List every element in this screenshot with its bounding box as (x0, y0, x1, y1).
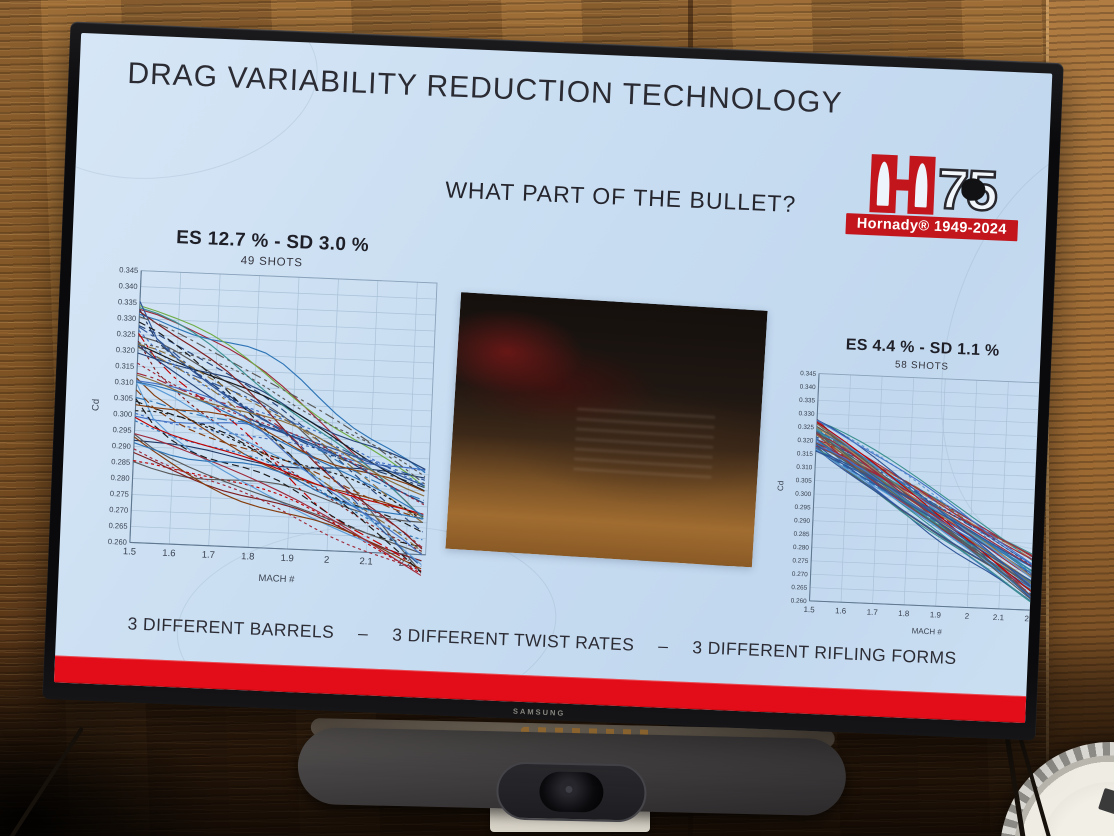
svg-text:2.2: 2.2 (1024, 614, 1036, 623)
svg-text:0.265: 0.265 (108, 521, 127, 531)
svg-text:0.295: 0.295 (112, 425, 131, 435)
logo-mark: 75 (846, 149, 1020, 224)
svg-text:1.5: 1.5 (123, 546, 137, 558)
svg-text:2.1: 2.1 (359, 556, 373, 568)
presentation-slide: DRAG VARIABILITY REDUCTION TECHNOLOGY WH… (53, 32, 1053, 724)
photo-blurred-text (573, 407, 715, 483)
svg-text:0.275: 0.275 (792, 557, 809, 565)
svg-text:1.7: 1.7 (867, 608, 879, 617)
svg-text:0.340: 0.340 (118, 281, 137, 291)
svg-text:MACH #: MACH # (911, 626, 942, 636)
wall-shadow-left (0, 690, 240, 836)
svg-text:1.5: 1.5 (803, 605, 815, 614)
bullet-photo (445, 292, 768, 568)
lens-highlight (565, 785, 573, 793)
svg-text:Cd: Cd (776, 481, 785, 492)
svg-text:0.295: 0.295 (794, 504, 811, 512)
svg-text:0.335: 0.335 (118, 297, 137, 307)
video-soundbar (297, 718, 847, 823)
svg-text:1.7: 1.7 (202, 549, 216, 561)
bullet-silhouette-icon (876, 161, 891, 206)
svg-text:Cd: Cd (90, 399, 101, 412)
svg-text:2: 2 (324, 555, 330, 566)
svg-text:0.290: 0.290 (794, 517, 811, 525)
svg-text:1.6: 1.6 (162, 548, 176, 560)
svg-text:0.290: 0.290 (112, 441, 131, 451)
svg-text:0.320: 0.320 (797, 437, 814, 445)
svg-text:0.270: 0.270 (792, 571, 809, 579)
svg-text:0.325: 0.325 (798, 424, 815, 432)
svg-text:2: 2 (964, 612, 969, 621)
camera-housing (495, 761, 648, 823)
svg-text:1.8: 1.8 (241, 551, 255, 563)
svg-text:0.330: 0.330 (798, 410, 815, 418)
svg-text:0.320: 0.320 (116, 345, 135, 355)
svg-text:0.265: 0.265 (791, 584, 808, 592)
footer-separator: – (357, 623, 369, 644)
svg-text:0.340: 0.340 (800, 384, 817, 392)
svg-text:2.2: 2.2 (399, 558, 413, 570)
svg-text:MACH #: MACH # (258, 573, 295, 586)
footer-separator: – (657, 635, 669, 657)
svg-text:0.345: 0.345 (800, 370, 817, 378)
chart-right-plot: 0.260 0.265 0.270 0.275 0.280 0.285 0.290 0.295… (776, 370, 1053, 637)
svg-text:2.1: 2.1 (993, 613, 1005, 622)
chart-left: ES 12.7 % - SD 3.0 % 49 SHOTS 0.260 0.265… (82, 224, 448, 591)
svg-text:0.330: 0.330 (117, 313, 136, 323)
h-right-bar (907, 155, 937, 215)
svg-text:0.325: 0.325 (116, 329, 135, 339)
svg-text:0.315: 0.315 (115, 361, 134, 371)
svg-text:1.9: 1.9 (930, 610, 942, 619)
hornady-75-logo: 75 Hornady® 1949-2024 (845, 149, 1020, 242)
svg-text:0.275: 0.275 (110, 489, 129, 499)
svg-text:0.260: 0.260 (108, 537, 127, 547)
soundbar-body (297, 726, 847, 823)
svg-text:0.300: 0.300 (795, 491, 812, 499)
svg-text:0.280: 0.280 (110, 473, 129, 483)
svg-text:1.9: 1.9 (280, 553, 294, 565)
bullet-silhouette-icon (914, 163, 929, 208)
svg-text:0.260: 0.260 (791, 597, 808, 605)
svg-text:0.300: 0.300 (113, 409, 132, 419)
hornady-h-icon (869, 154, 937, 215)
svg-text:0.310: 0.310 (796, 464, 813, 472)
footer-item: 3 DIFFERENT RIFLING FORMS (691, 637, 957, 669)
chart-left-plot: 0.260 0.265 0.270 0.275 0.280 0.285 0.290 0.295… (90, 265, 438, 586)
svg-text:0.280: 0.280 (793, 544, 810, 552)
svg-text:0.305: 0.305 (796, 477, 813, 485)
svg-text:0.335: 0.335 (799, 397, 816, 405)
svg-text:0.285: 0.285 (111, 457, 130, 467)
svg-text:1.6: 1.6 (835, 606, 847, 615)
svg-text:0.315: 0.315 (797, 450, 814, 458)
tv: DRAG VARIABILITY REDUCTION TECHNOLOGY WH… (42, 21, 1064, 741)
svg-text:0.310: 0.310 (114, 377, 133, 387)
svg-text:0.270: 0.270 (109, 505, 128, 515)
tv-brand-label: SAMSUNG (512, 706, 566, 718)
chart-right: ES 4.4 % - SD 1.1 % 58 SHOTS 0.260 0.265 0… (769, 333, 1053, 643)
svg-text:0.285: 0.285 (793, 531, 810, 539)
svg-text:0.345: 0.345 (119, 265, 138, 275)
svg-text:1.8: 1.8 (898, 609, 910, 618)
svg-text:0.305: 0.305 (114, 393, 133, 403)
